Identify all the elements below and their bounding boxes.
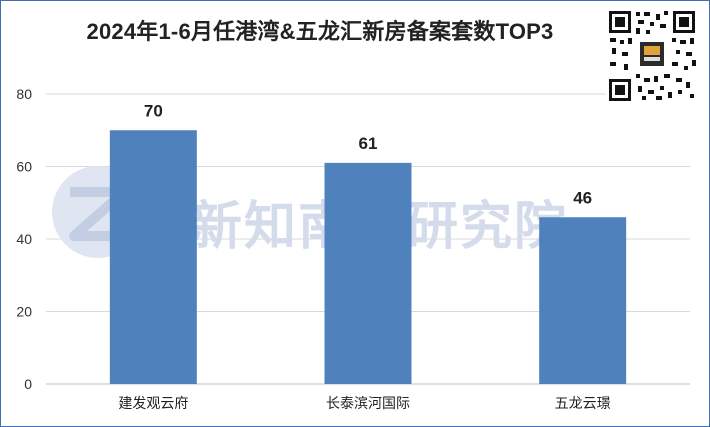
data-label: 61	[359, 134, 378, 153]
y-tick-label: 40	[16, 231, 32, 247]
x-category-label: 建发观云府	[118, 395, 188, 411]
data-label: 70	[144, 101, 163, 120]
x-axis-categories: 建发观云府 长泰滨河国际 五龙云璟	[118, 395, 610, 411]
bar	[324, 162, 412, 384]
qr-code-icon	[606, 8, 698, 104]
x-category-label: 长泰滨河国际	[326, 395, 410, 411]
bars	[109, 130, 627, 384]
chart-title: 2024年1-6月任港湾&五龙汇新房备案套数TOP3	[86, 19, 554, 44]
y-tick-label: 0	[24, 376, 32, 392]
y-axis-ticks: 0 20 40 60 80	[16, 86, 32, 392]
y-tick-label: 80	[16, 86, 32, 102]
bar	[109, 130, 197, 384]
y-tick-label: 60	[16, 159, 32, 175]
x-category-label: 五龙云璟	[555, 395, 611, 411]
data-labels: 70 61 46	[144, 101, 592, 207]
y-tick-label: 20	[16, 304, 32, 320]
bar	[539, 217, 627, 384]
watermark-logo-letter	[69, 187, 129, 241]
data-label: 46	[573, 188, 592, 207]
